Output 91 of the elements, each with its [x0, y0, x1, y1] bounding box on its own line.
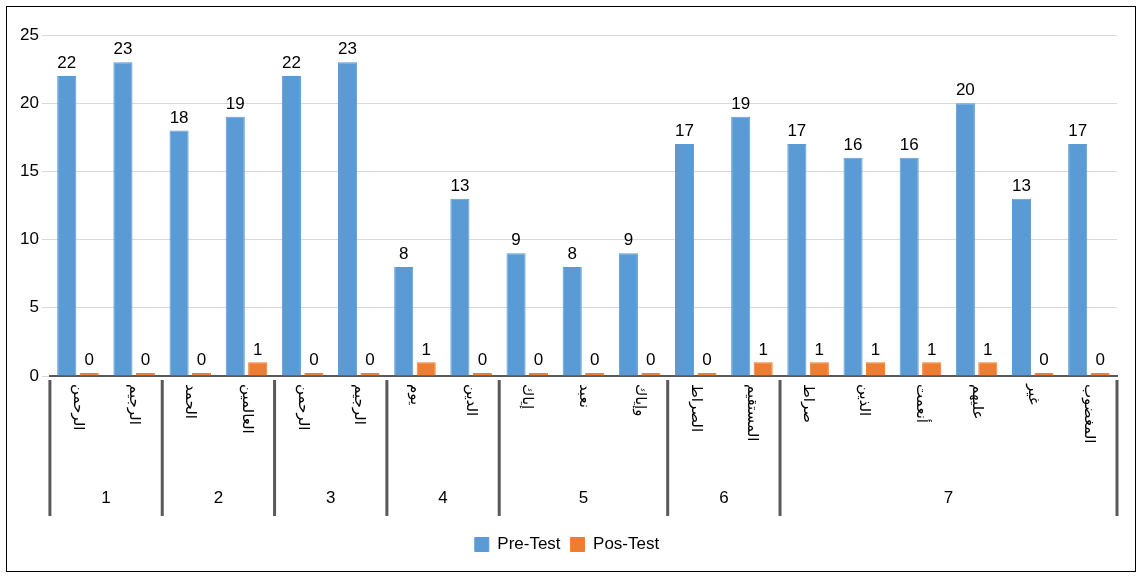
bar: [843, 157, 863, 376]
bar: [675, 144, 695, 376]
x-tick-label: نعبد: [575, 384, 594, 408]
data-label: 9: [511, 230, 521, 250]
x-tick-label: صراط: [800, 384, 819, 424]
bar: [113, 62, 133, 376]
text: 4: [438, 487, 448, 507]
data-label: 1: [926, 339, 937, 359]
data-label: 20: [955, 80, 975, 100]
data-label: 23: [338, 39, 358, 59]
bar: [281, 75, 301, 376]
data-label: 0: [309, 350, 319, 370]
x-tick-label: عليهم: [968, 384, 987, 420]
text: 3: [325, 487, 336, 507]
x-tick-label: وإياك: [631, 384, 650, 417]
x-tick-label: العالمين: [238, 384, 257, 434]
y-tick-label: 20: [19, 92, 39, 112]
x-tick-label: الذين: [856, 384, 875, 417]
bar: [1068, 144, 1088, 376]
x-tick-label: أنعمت: [912, 384, 932, 423]
x-tick-label: الحمد: [182, 384, 201, 419]
x-tick-label: المغضوب: [1081, 384, 1100, 444]
data-label: 17: [1068, 121, 1088, 141]
data-label: 0: [1039, 350, 1049, 370]
data-label: 1: [870, 339, 881, 359]
x-tick-label: الرجيم: [126, 384, 145, 425]
legend-label: Pre-Test: [497, 534, 561, 554]
data-label: 8: [399, 244, 409, 264]
data-label: 1: [983, 339, 993, 359]
text: 7: [943, 487, 954, 507]
data-label: 0: [365, 350, 375, 370]
data-label: 8: [567, 244, 577, 264]
data-label: 0: [477, 350, 488, 370]
x-tick-label: الرحمن: [70, 384, 89, 431]
data-label: 1: [252, 339, 263, 359]
data-label: 22: [281, 53, 301, 73]
data-label: 23: [113, 39, 133, 59]
data-label: 0: [140, 350, 151, 370]
data-label: 1: [758, 339, 768, 359]
bar: [506, 253, 526, 376]
legend-label: Pos-Test: [593, 534, 660, 554]
bar: [450, 198, 470, 376]
text: 6: [719, 487, 729, 507]
bar: [787, 144, 807, 376]
bar: [394, 266, 414, 376]
x-tick-label: الرجيم: [350, 384, 369, 425]
y-tick-label: 5: [29, 297, 39, 317]
data-label: 19: [731, 94, 751, 114]
bar: [57, 75, 77, 376]
x-tick-label: الرحمن: [294, 384, 313, 431]
x-tick-label: إياك: [519, 384, 538, 410]
y-tick-label: 15: [19, 161, 39, 181]
x-tick-label: يوم: [407, 384, 426, 406]
data-label: 0: [533, 350, 544, 370]
text: 2: [213, 487, 224, 507]
y-tick-label: 25: [19, 24, 39, 44]
data-label: 0: [589, 350, 600, 370]
data-label: 1: [814, 339, 825, 359]
bar: [899, 157, 919, 376]
data-label: 19: [225, 94, 245, 114]
data-label: 22: [57, 53, 77, 73]
data-label: 18: [169, 107, 189, 127]
x-tick-label: المستقيم: [744, 384, 763, 442]
y-tick-label: 0: [29, 365, 39, 385]
bar: [955, 103, 975, 376]
data-label: 0: [196, 350, 207, 370]
data-label: 0: [702, 350, 712, 370]
text: 5: [578, 487, 589, 507]
data-label: 13: [450, 175, 470, 195]
text: 1: [101, 487, 111, 507]
data-label: 16: [899, 134, 919, 154]
x-tick-label: الصراط: [687, 384, 706, 433]
bar: [169, 130, 189, 376]
y-tick-label: 10: [19, 229, 39, 249]
bar: [1011, 198, 1032, 376]
data-label: 0: [1095, 350, 1105, 370]
x-tick-label: غير: [1024, 383, 1043, 405]
data-label: 1: [421, 339, 431, 359]
bar: [618, 253, 638, 376]
data-label: 17: [675, 121, 695, 141]
bar: [225, 116, 245, 376]
bar: [338, 62, 358, 376]
data-label: 0: [84, 350, 94, 370]
data-label: 16: [843, 134, 863, 154]
data-label: 9: [623, 230, 634, 250]
x-tick-label: الدين: [463, 384, 482, 417]
data-label: 17: [787, 121, 807, 141]
bar: [731, 116, 751, 376]
data-label: 13: [1012, 175, 1031, 195]
data-label: 0: [646, 350, 656, 370]
bar: [562, 266, 582, 376]
